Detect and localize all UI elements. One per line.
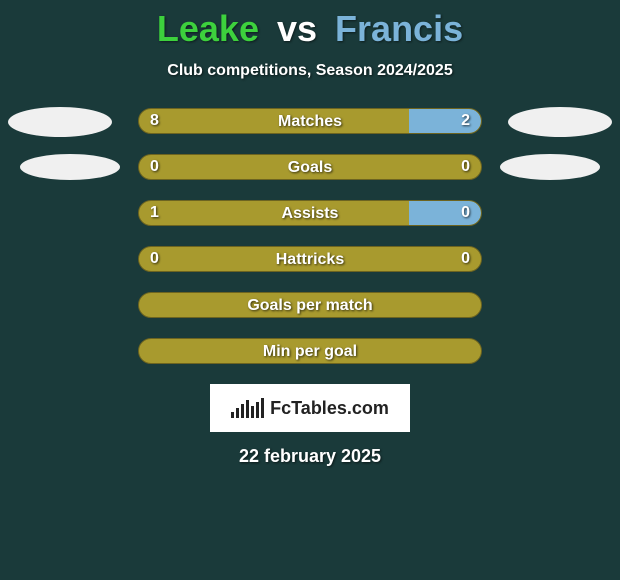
stat-row: Hattricks00 (0, 246, 620, 276)
bar-label: Goals (139, 155, 481, 180)
date: 22 february 2025 (0, 446, 620, 467)
title-player2: Francis (335, 8, 463, 49)
logo-bar (251, 406, 254, 418)
subtitle: Club competitions, Season 2024/2025 (0, 62, 620, 80)
bar-track: Assists (138, 200, 482, 226)
title-player1: Leake (157, 8, 259, 49)
bar-track: Goals per match (138, 292, 482, 318)
logo-inner: FcTables.com (231, 398, 389, 419)
bar-label: Hattricks (139, 247, 481, 272)
stats-rows: Matches82 Goals00 Assists10 Hattricks00 Goal… (0, 108, 620, 368)
logo-bar (231, 412, 234, 418)
title: Leake vs Francis (0, 0, 620, 50)
logo-text: FcTables.com (270, 398, 389, 419)
stat-row: Min per goal (0, 338, 620, 368)
player2-badge (508, 107, 612, 137)
logo-bar (246, 400, 249, 418)
bar-right-fill (409, 201, 481, 225)
comparison-card: Leake vs Francis Club competitions, Seas… (0, 0, 620, 580)
stat-row: Matches82 (0, 108, 620, 138)
logo-bar (241, 404, 244, 418)
player1-badge (8, 107, 112, 137)
player2-badge (500, 154, 600, 180)
logo-bar (236, 408, 239, 418)
stat-row: Goals00 (0, 154, 620, 184)
bar-right-fill (409, 109, 481, 133)
bar-track: Min per goal (138, 338, 482, 364)
bar-track: Matches (138, 108, 482, 134)
stat-row: Goals per match (0, 292, 620, 322)
logo-bars-icon (231, 398, 264, 418)
logo-bar (256, 402, 259, 418)
title-vs: vs (277, 8, 317, 49)
bar-track: Hattricks (138, 246, 482, 272)
stat-row: Assists10 (0, 200, 620, 230)
player1-badge (20, 154, 120, 180)
bar-track: Goals (138, 154, 482, 180)
logo-bar (261, 398, 264, 418)
footer-logo: FcTables.com (210, 384, 410, 432)
bar-label: Min per goal (139, 339, 481, 364)
bar-label: Goals per match (139, 293, 481, 318)
